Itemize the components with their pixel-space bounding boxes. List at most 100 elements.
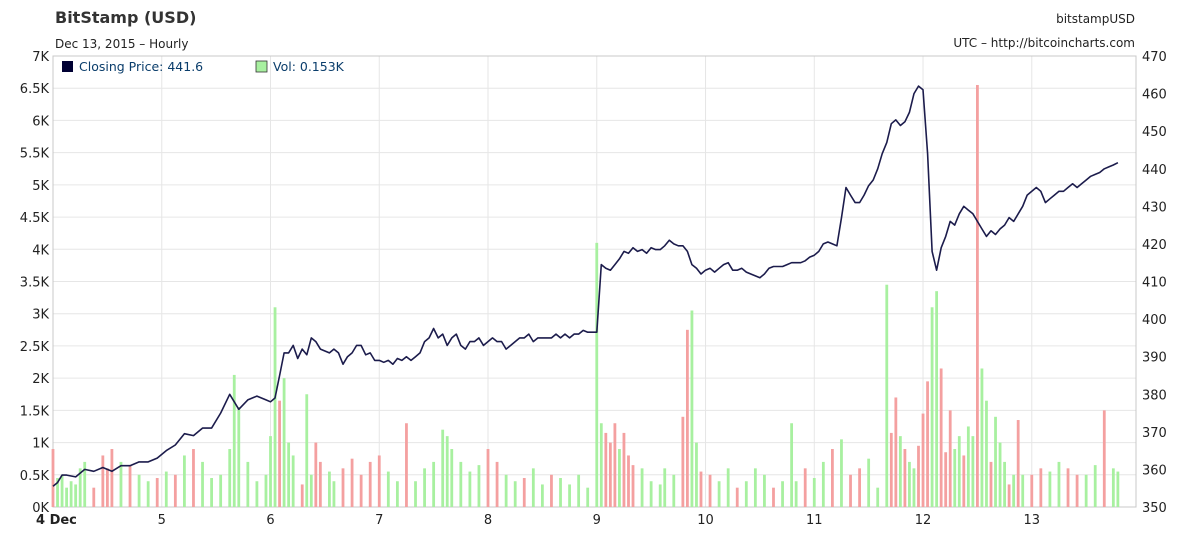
volume-bar bbox=[278, 400, 281, 507]
volume-bar bbox=[273, 307, 277, 507]
x-tick-label: 9 bbox=[593, 513, 601, 528]
volume-bar bbox=[681, 416, 685, 507]
volume-bar bbox=[210, 478, 213, 507]
volume-bar bbox=[459, 461, 463, 507]
volume-bar bbox=[812, 478, 816, 507]
volume-bar bbox=[282, 378, 286, 507]
legend: Closing Price: 441.6 Vol: 0.153K bbox=[62, 59, 345, 74]
volume-bar bbox=[966, 426, 970, 507]
volume-bar bbox=[1016, 420, 1020, 507]
volume-bar bbox=[328, 471, 331, 507]
volume-bar bbox=[309, 474, 313, 507]
volume-bar bbox=[65, 487, 68, 507]
volume-bar bbox=[1102, 410, 1106, 507]
volume-bar bbox=[540, 484, 544, 507]
volume-bar bbox=[989, 461, 993, 507]
volume-bar bbox=[1093, 465, 1097, 507]
volume-bar bbox=[192, 449, 195, 507]
volume-bar bbox=[939, 368, 943, 507]
volume-bar bbox=[78, 468, 82, 507]
volume-bar bbox=[921, 413, 925, 507]
volume-bar bbox=[613, 423, 617, 507]
volume-bar bbox=[726, 468, 730, 507]
volume-bar bbox=[550, 474, 553, 507]
volume-bar bbox=[164, 471, 168, 507]
volume-bar bbox=[105, 468, 109, 507]
left-tick-label: 4K bbox=[32, 243, 49, 258]
volume-bar bbox=[386, 471, 390, 507]
volume-bar bbox=[237, 407, 241, 507]
volume-bar bbox=[753, 468, 757, 507]
volume-bar bbox=[858, 468, 861, 507]
x-tick-label: 11 bbox=[806, 513, 823, 528]
volume-bar bbox=[1057, 461, 1061, 507]
volume-bar bbox=[917, 445, 920, 507]
legend-volume-swatch bbox=[255, 60, 268, 73]
volume-bar bbox=[640, 468, 644, 507]
volume-bar bbox=[232, 374, 236, 507]
volume-bar bbox=[976, 84, 979, 507]
legend-price-swatch bbox=[62, 61, 73, 72]
volume-bar bbox=[291, 455, 295, 507]
volume-bar bbox=[1075, 474, 1079, 507]
volume-bar bbox=[903, 449, 907, 507]
volume-bar bbox=[173, 474, 177, 507]
volume-bar bbox=[690, 310, 694, 507]
volume-bar bbox=[531, 468, 535, 507]
volume-bar bbox=[332, 481, 336, 507]
volume-bar bbox=[772, 487, 775, 507]
volume-bar bbox=[790, 423, 794, 507]
volume-bar bbox=[980, 368, 984, 507]
volume-bar bbox=[486, 449, 490, 507]
volume-bar bbox=[504, 474, 508, 507]
volume-bar bbox=[889, 432, 893, 507]
closing-price-series bbox=[52, 85, 1119, 487]
volume-bar bbox=[300, 484, 304, 507]
right-tick-label: 460 bbox=[1142, 88, 1167, 103]
volume-bar bbox=[246, 461, 250, 507]
legend-volume-label: Vol: 0.153K bbox=[273, 59, 345, 74]
volume-bar bbox=[110, 449, 114, 507]
volume-bar bbox=[908, 461, 911, 507]
x-tick-label: 6 bbox=[266, 513, 274, 528]
volume-bar bbox=[1021, 474, 1025, 507]
volume-bar bbox=[1039, 468, 1043, 507]
x-tick-label: 5 bbox=[158, 513, 166, 528]
volume-bar bbox=[74, 484, 78, 507]
volume-bar bbox=[119, 461, 123, 507]
x-tick-label: 4 Dec bbox=[36, 513, 77, 528]
right-tick-label: 420 bbox=[1142, 238, 1167, 253]
left-tick-label: 3.5K bbox=[20, 276, 50, 291]
volume-bar bbox=[803, 468, 807, 507]
volume-bar bbox=[341, 468, 345, 507]
left-tick-label: 7K bbox=[32, 50, 49, 65]
volume-bar bbox=[1048, 471, 1052, 507]
volume-bar bbox=[935, 291, 939, 507]
left-tick-label: 2K bbox=[32, 372, 49, 387]
volume-bar bbox=[944, 452, 948, 507]
left-tick-label: 1K bbox=[32, 437, 49, 452]
volume-bar bbox=[201, 461, 204, 507]
volume-bar bbox=[649, 481, 653, 507]
x-tick-label: 12 bbox=[915, 513, 932, 528]
volume-bar bbox=[56, 478, 59, 507]
volume-bar bbox=[631, 465, 635, 507]
volume-bar bbox=[885, 284, 889, 507]
volume-bar bbox=[672, 474, 676, 507]
volume-bar bbox=[994, 416, 997, 507]
volume-bar bbox=[51, 449, 55, 507]
volume-bar bbox=[1066, 468, 1070, 507]
volume-bar bbox=[1111, 468, 1115, 507]
volume-bar bbox=[948, 410, 952, 507]
volume-bar bbox=[849, 474, 852, 507]
volume-bar bbox=[586, 487, 590, 507]
right-tick-label: 390 bbox=[1142, 351, 1167, 366]
volume-bar bbox=[228, 449, 232, 507]
volume-bar bbox=[998, 442, 1002, 507]
right-tick-label: 400 bbox=[1142, 313, 1167, 328]
chart-symbol: bitstampUSD bbox=[1056, 12, 1135, 26]
right-tick-label: 450 bbox=[1142, 125, 1167, 140]
volume-bar bbox=[604, 432, 608, 507]
volume-bar bbox=[971, 436, 975, 507]
